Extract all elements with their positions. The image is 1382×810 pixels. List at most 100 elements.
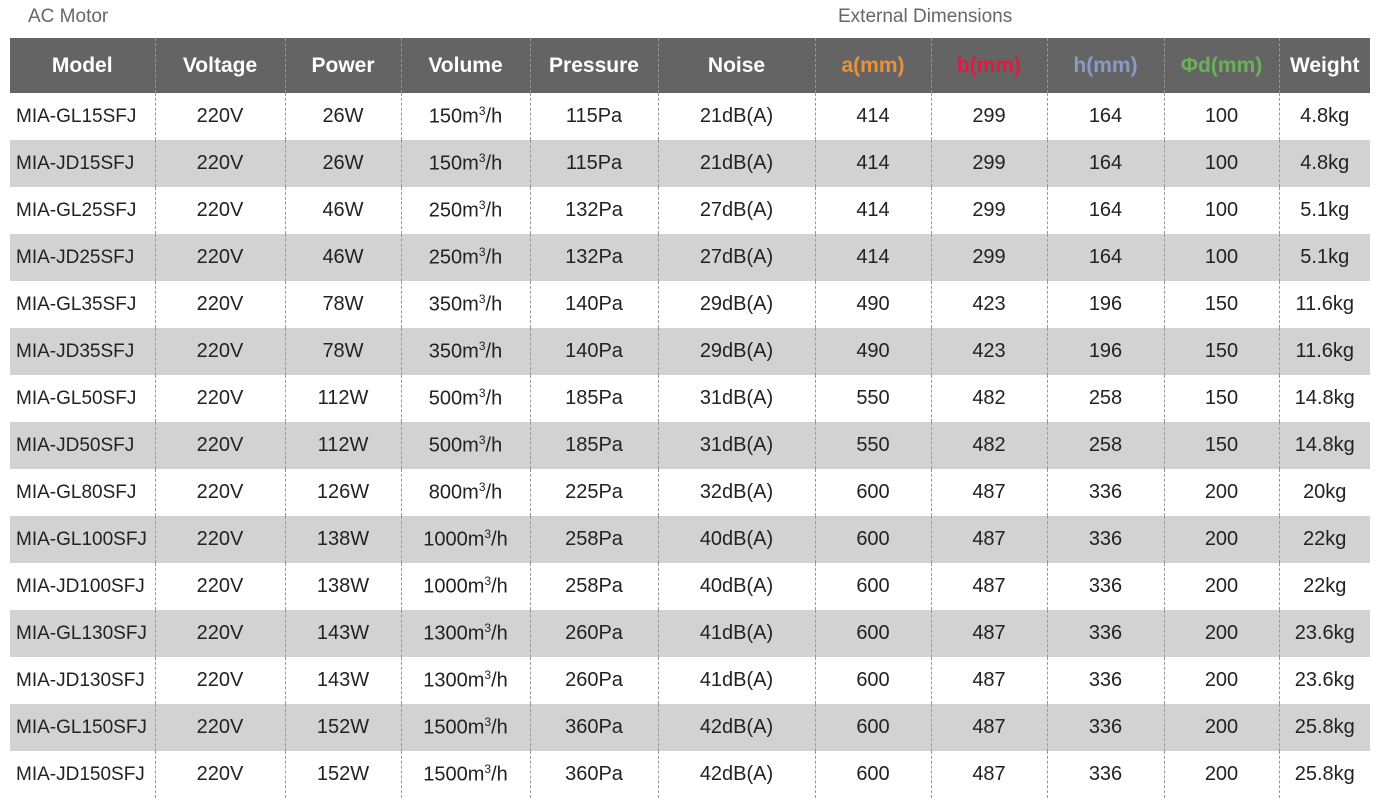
volume-unit: m bbox=[462, 434, 479, 457]
cell-power: 46W bbox=[284, 187, 401, 234]
cell-weight: 5.1kg bbox=[1278, 187, 1370, 234]
cell-volume: 250m3/h bbox=[400, 234, 530, 281]
column-header-model: Model bbox=[10, 38, 155, 93]
table-row: MIA-JD130SFJ 220V 143W 1300m3/h 260Pa 41dB(A)… bbox=[10, 657, 1370, 704]
table-row: MIA-JD15SFJ 220V 26W 150m3/h 115Pa 21dB(A) 414… bbox=[10, 140, 1370, 187]
cell-weight: 4.8kg bbox=[1278, 93, 1370, 140]
volume-unit-suffix: /h bbox=[491, 763, 508, 786]
volume-unit-exp: 3 bbox=[484, 668, 492, 683]
volume-value: 1000 bbox=[423, 528, 468, 551]
cell-noise: 21dB(A) bbox=[657, 140, 815, 187]
volume-value: 1000 bbox=[423, 575, 468, 598]
cell-volume: 1000m3/h bbox=[400, 563, 530, 610]
volume-unit-exp: 3 bbox=[484, 574, 492, 589]
cell-model: MIA-JD150SFJ bbox=[16, 763, 145, 785]
volume-unit-exp: 3 bbox=[484, 762, 492, 777]
cell-power: 152W bbox=[284, 751, 401, 798]
cell-h: 258 bbox=[1046, 422, 1164, 469]
cell-voltage: 220V bbox=[154, 469, 285, 516]
cell-h: 336 bbox=[1046, 704, 1164, 751]
volume-unit-suffix: /h bbox=[485, 481, 503, 504]
cell-d: 100 bbox=[1163, 140, 1279, 187]
section-title-ac-motor: AC Motor bbox=[28, 6, 109, 27]
section-title-external-dimensions: External Dimensions bbox=[838, 6, 1013, 27]
cell-voltage: 220V bbox=[154, 704, 285, 751]
cell-model: MIA-JD35SFJ bbox=[10, 328, 155, 375]
volume-unit: m bbox=[467, 622, 485, 645]
volume-value: 1300 bbox=[423, 669, 468, 692]
table-row: MIA-GL25SFJ 220V 46W 250m3/h 132Pa 27dB(A) 414… bbox=[10, 187, 1370, 234]
cell-weight: 4.8kg bbox=[1278, 140, 1370, 187]
cell-noise: 42dB(A) bbox=[657, 751, 815, 798]
cell-b: 299 bbox=[930, 187, 1047, 234]
volume-unit: m bbox=[467, 575, 485, 598]
cell-weight: 23.6kg bbox=[1278, 610, 1370, 657]
volume-unit-suffix: /h bbox=[485, 246, 503, 269]
cell-a: 600 bbox=[814, 704, 931, 751]
volume-value: 500 bbox=[428, 387, 463, 410]
cell-a: 414 bbox=[814, 140, 931, 187]
table-row: MIA-GL150SFJ 220V 152W 1500m3/h 360Pa 42dB(A)… bbox=[10, 704, 1370, 751]
cell-power: 78W bbox=[284, 328, 401, 375]
cell-voltage: 220V bbox=[154, 751, 285, 798]
volume-value: 350 bbox=[428, 340, 463, 363]
cell-d: 200 bbox=[1163, 563, 1279, 610]
volume-unit-suffix: /h bbox=[485, 387, 503, 410]
volume-unit-exp: 3 bbox=[478, 198, 486, 213]
cell-pressure: 115Pa bbox=[529, 140, 658, 187]
volume-value: 500 bbox=[428, 434, 463, 457]
cell-voltage: 220V bbox=[154, 93, 285, 140]
cell-a: 600 bbox=[814, 610, 931, 657]
cell-pressure: 115Pa bbox=[529, 93, 658, 140]
cell-model: MIA-JD25SFJ bbox=[10, 234, 155, 281]
cell-h: 336 bbox=[1046, 657, 1164, 704]
volume-unit-exp: 3 bbox=[478, 386, 486, 401]
volume-unit-suffix: /h bbox=[485, 434, 503, 457]
cell-volume: 800m3/h bbox=[400, 469, 530, 516]
cell-h: 336 bbox=[1046, 516, 1164, 563]
cell-h: 336 bbox=[1046, 751, 1164, 798]
table-row: MIA-GL80SFJ 220V 126W 800m3/h 225Pa 32dB(A) 60… bbox=[10, 469, 1370, 516]
table-row: MIA-GL35SFJ 220V 78W 350m3/h 140Pa 29dB(A) 490… bbox=[10, 281, 1370, 328]
table-row: MIA-GL15SFJ 220V 26W 150m3/h 115Pa 21dB(A) 414… bbox=[10, 93, 1370, 140]
volume-unit-suffix: /h bbox=[491, 575, 508, 598]
cell-weight: 22kg bbox=[1278, 516, 1370, 563]
cell-d: 150 bbox=[1163, 375, 1279, 422]
cell-volume: 150m3/h bbox=[400, 140, 530, 187]
volume-unit-suffix: /h bbox=[491, 622, 508, 645]
cell-d: 100 bbox=[1163, 234, 1279, 281]
cell-model: MIA-GL15SFJ bbox=[16, 105, 137, 127]
volume-value: 250 bbox=[428, 246, 463, 269]
cell-b: 487 bbox=[930, 610, 1047, 657]
volume-unit-exp: 3 bbox=[478, 292, 486, 307]
volume-unit-suffix: /h bbox=[491, 716, 508, 739]
table-row: MIA-JD50SFJ 220V 112W 500m3/h 185Pa 31dB(A) 55… bbox=[10, 422, 1370, 469]
column-header-a: a(mm) bbox=[814, 38, 931, 93]
cell-pressure: 260Pa bbox=[529, 610, 658, 657]
column-header-d: Φd(mm) bbox=[1163, 38, 1279, 93]
volume-unit: m bbox=[462, 105, 479, 128]
volume-unit-suffix: /h bbox=[491, 528, 508, 551]
cell-model: MIA-GL25SFJ bbox=[16, 199, 137, 221]
volume-unit-suffix: /h bbox=[485, 199, 503, 222]
column-header-b: b(mm) bbox=[930, 38, 1047, 93]
column-header-noise: Noise bbox=[657, 38, 815, 93]
cell-b: 487 bbox=[930, 751, 1047, 798]
cell-d: 100 bbox=[1163, 187, 1279, 234]
cell-noise: 29dB(A) bbox=[657, 281, 815, 328]
cell-power: 138W bbox=[284, 516, 401, 563]
cell-d: 200 bbox=[1163, 469, 1279, 516]
cell-b: 423 bbox=[930, 281, 1047, 328]
cell-noise: 41dB(A) bbox=[657, 610, 815, 657]
cell-pressure: 140Pa bbox=[529, 328, 658, 375]
cell-weight: 5.1kg bbox=[1278, 234, 1370, 281]
cell-voltage: 220V bbox=[154, 140, 285, 187]
table-body: MIA-GL15SFJ 220V 26W 150m3/h 115Pa 21dB(A) 414… bbox=[10, 93, 1370, 798]
cell-voltage: 220V bbox=[154, 281, 285, 328]
cell-d: 200 bbox=[1163, 704, 1279, 751]
volume-unit: m bbox=[467, 528, 485, 551]
cell-model: MIA-GL80SFJ bbox=[16, 481, 137, 503]
volume-unit: m bbox=[462, 481, 479, 504]
volume-unit: m bbox=[462, 246, 479, 269]
cell-volume: 500m3/h bbox=[400, 375, 530, 422]
